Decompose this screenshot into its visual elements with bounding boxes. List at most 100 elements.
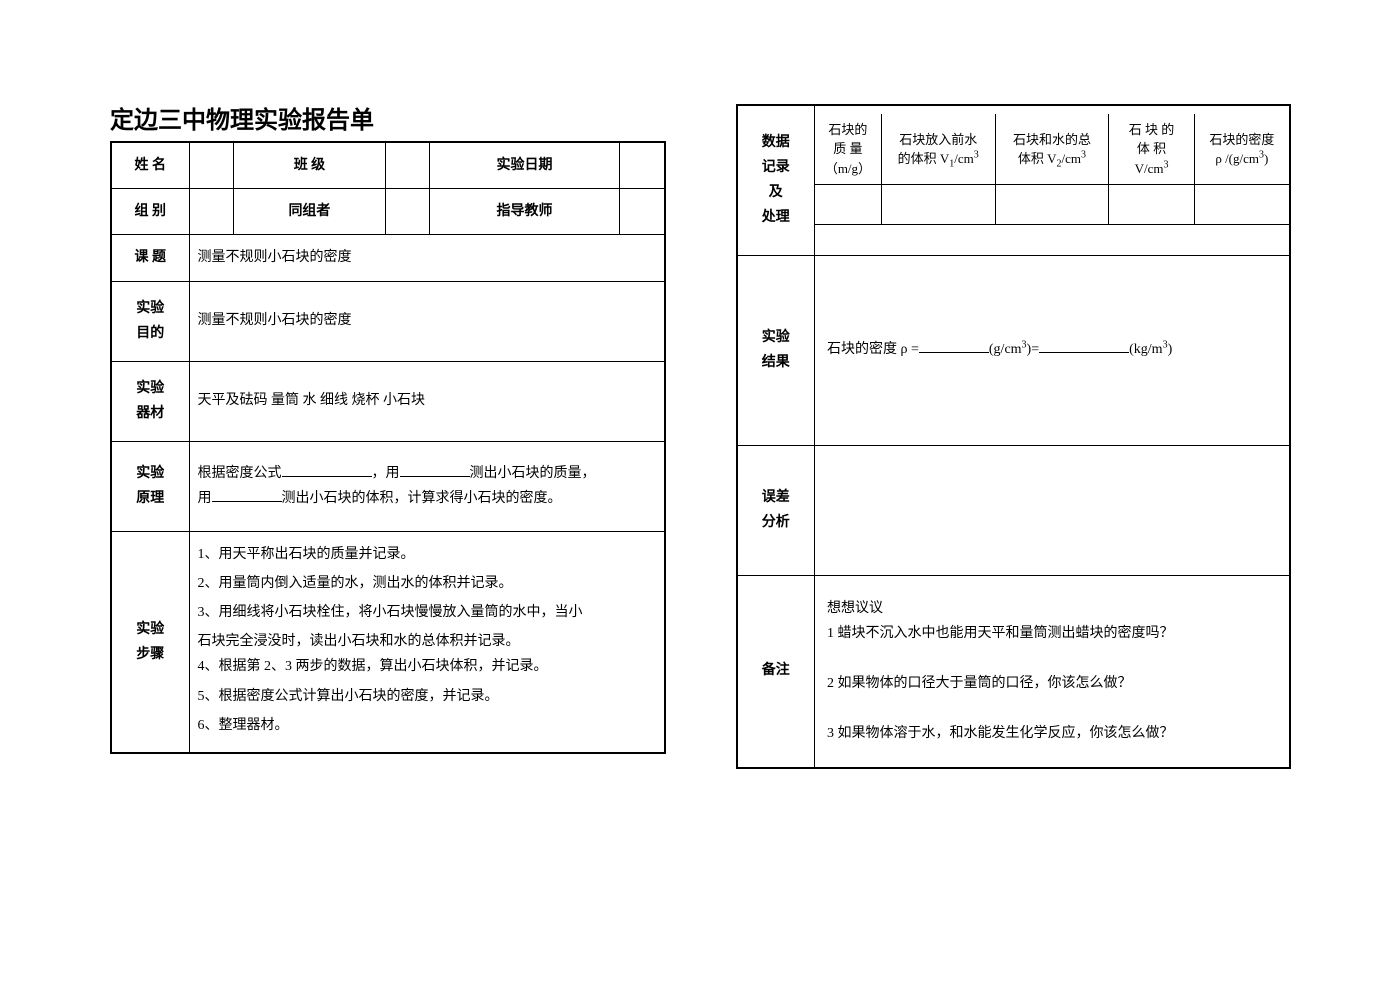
result-row: 实验结果 石块的密度 ρ =(g/cm3)=(kg/m3) [737,255,1291,445]
result-header: 实验结果 [737,255,815,445]
princ-text-d: 用 [198,491,212,506]
col4c-pre: V/cm [1135,161,1164,176]
inner-blank-cell [815,225,1289,247]
name-value [189,142,233,189]
remark-row: 备注 想想议议 1 蜡块不沉入水中也能用天平和量筒测出蜡块的密度吗？ 2 如果物… [737,575,1291,768]
remark-value: 想想议议 1 蜡块不沉入水中也能用天平和量筒测出蜡块的密度吗？ 2 如果物体的口… [815,575,1291,768]
remark-2: 2 如果物体的口径大于量筒的口径，你该怎么做？ [827,671,1277,696]
goal-header: 实验目的 [111,281,189,361]
col5b-pre: ρ /(g/cm [1215,151,1259,166]
step-2: 2、用量筒内倒入适量的水，测出水的体积并记录。 [198,571,656,596]
princ-text-b: ，用 [372,466,400,481]
steps-header: 实验步骤 [111,531,189,753]
cell-v2 [995,185,1109,225]
col3b-sup: 3 [1081,150,1086,161]
equip-row: 实验器材 天平及砝码 量筒 水 细线 烧杯 小石块 [111,361,665,441]
left-column: 定边三中物理实验报告单 姓 名 班 级 实验日期 组 别 同组者 指导教师 课 … [110,100,666,922]
result-b-pre: (g/cm [989,342,1022,357]
col-v2-header: 石块和水的总 体积 V2/cm3 [995,114,1109,185]
blank-rho-kg [1039,339,1129,353]
result-a: 石块的密度 ρ = [827,342,919,357]
col4a: 石 块 的 [1129,122,1175,137]
mate-value [386,189,430,235]
result-b-post: )= [1027,342,1040,357]
step-6: 6、整理器材。 [198,713,656,738]
data-header: 数据记录及处理 [737,105,815,255]
blank-rho-g [919,339,989,353]
col3b-post: /cm [1062,151,1082,166]
col2a: 石块放入前水 [899,132,977,147]
blank-mass-tool [400,463,470,477]
goal-row: 实验目的 测量不规则小石块的密度 [111,281,665,361]
inner-blank-row [815,225,1289,247]
principle-value: 根据密度公式 ，用 测出小石块的质量， 用 测出小石块的体积，计算求得小石块的密度。 [189,441,665,531]
remark-3: 3 如果物体溶于水，和水能发生化学反应，你该怎么做？ [827,721,1277,746]
header-row-2: 组 别 同组者 指导教师 [111,189,665,235]
col-v-header: 石 块 的 体 积 V/cm3 [1109,114,1194,185]
inner-header-row: 石块的 质 量 （m/g） 石块放入前水 的体积 V1/cm3 石块和水的总 体… [815,114,1289,185]
col3a: 石块和水的总 [1013,132,1091,147]
error-row: 误差分析 [737,445,1291,575]
remark-1: 1 蜡块不沉入水中也能用天平和量筒测出蜡块的密度吗？ [827,621,1277,646]
step-5: 5、根据密度公式计算出小石块的密度，并记录。 [198,684,656,709]
cell-mass [815,185,881,225]
right-table: 数据记录及处理 石块的 质 量 （m/g） 石块放入前水 的体积 V1/cm3 [736,104,1292,769]
topic-header: 课 题 [111,235,189,281]
steps-value: 1、用天平称出石块的质量并记录。 2、用量筒内倒入适量的水，测出水的体积并记录。… [189,531,665,753]
date-header: 实验日期 [430,142,619,189]
col5a: 石块的密度 [1209,132,1274,147]
col2b-sup: 3 [974,150,979,161]
steps-row: 实验步骤 1、用天平称出石块的质量并记录。 2、用量筒内倒入适量的水，测出水的体… [111,531,665,753]
col4b: 体 积 [1137,141,1166,156]
class-header: 班 级 [233,142,386,189]
col1b: 质 量 [833,141,862,156]
report-title: 定边三中物理实验报告单 [110,100,666,135]
date-value [619,142,664,189]
col-rho-header: 石块的密度 ρ /(g/cm3) [1194,114,1289,185]
mate-header: 同组者 [233,189,386,235]
topic-row: 课 题 测量不规则小石块的密度 [111,235,665,281]
result-c-pre: (kg/m [1129,342,1162,357]
name-header: 姓 名 [111,142,189,189]
group-value [189,189,233,235]
result-value: 石块的密度 ρ =(g/cm3)=(kg/m3) [815,255,1291,445]
header-row-1: 姓 名 班 级 实验日期 [111,142,665,189]
cell-rho [1194,185,1289,225]
left-table: 姓 名 班 级 实验日期 组 别 同组者 指导教师 课 题 测量不规则小石块的密… [110,141,666,754]
principle-row: 实验原理 根据密度公式，用测出小石块的质量， 用测出小石块的体积，计算求得小石块… [111,441,665,531]
equip-value: 天平及砝码 量筒 水 细线 烧杯 小石块 [189,361,665,441]
cell-v [1109,185,1194,225]
col1a: 石块的 [828,122,867,137]
col-mass-header: 石块的 质 量 （m/g） [815,114,881,185]
right-column: 数据记录及处理 石块的 质 量 （m/g） 石块放入前水 的体积 V1/cm3 [736,100,1292,922]
teacher-value [619,189,664,235]
data-inner-table: 石块的 质 量 （m/g） 石块放入前水 的体积 V1/cm3 石块和水的总 体… [815,114,1289,247]
princ-text-e: 测出小石块的体积，计算求得小石块的密度。 [282,491,562,506]
step-3a: 3、用细线将小石块栓住，将小石块慢慢放入量筒的水中，当小 [198,600,656,625]
equip-header: 实验器材 [111,361,189,441]
blank-volume-tool [212,488,282,502]
col5b-post: ) [1264,151,1268,166]
col3b-pre: 体积 V [1018,151,1057,166]
inner-data-row [815,185,1289,225]
princ-text-a: 根据密度公式 [198,466,282,481]
group-header: 组 别 [111,189,189,235]
topic-value: 测量不规则小石块的密度 [189,235,665,281]
col-v1-header: 石块放入前水 的体积 V1/cm3 [881,114,995,185]
data-row: 数据记录及处理 石块的 质 量 （m/g） 石块放入前水 的体积 V1/cm3 [737,105,1291,255]
princ-text-c: 测出小石块的质量， [470,466,596,481]
error-header: 误差分析 [737,445,815,575]
data-value: 石块的 质 量 （m/g） 石块放入前水 的体积 V1/cm3 石块和水的总 体… [815,105,1291,255]
remark-0: 想想议议 [827,596,1277,621]
step-1: 1、用天平称出石块的质量并记录。 [198,542,656,567]
error-value [815,445,1291,575]
col2b-post: /cm [954,151,974,166]
result-c-post: ) [1168,342,1173,357]
class-value [386,142,430,189]
col4c-sup: 3 [1163,159,1168,170]
remark-header: 备注 [737,575,815,768]
col1c: （m/g） [825,161,871,176]
blank-formula [282,463,372,477]
goal-value: 测量不规则小石块的密度 [189,281,665,361]
step-4: 4、根据第 2、3 两步的数据，算出小石块体积，并记录。 [198,654,656,679]
